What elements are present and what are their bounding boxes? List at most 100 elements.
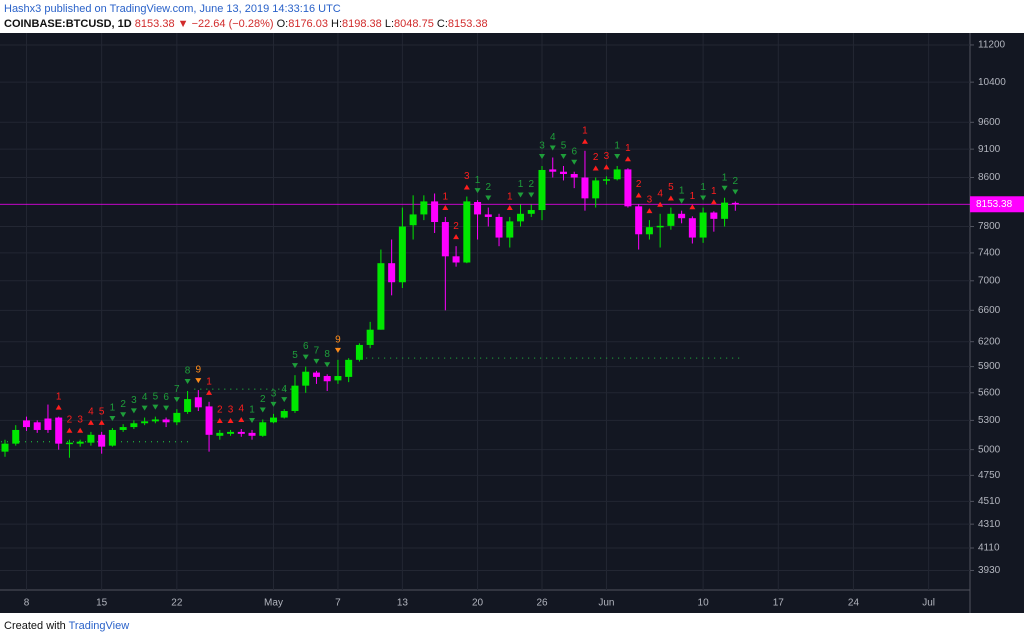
x-tick-label: 15 [96, 598, 108, 609]
y-tick-label: 4750 [978, 470, 1001, 481]
candle-body [517, 213, 525, 222]
candle-body [398, 226, 406, 283]
setup-count: 3 [539, 141, 545, 152]
symbol: COINBASE:BTCUSD, 1D [4, 18, 132, 30]
y-tick-label: 4310 [978, 519, 1001, 530]
setup-count: 3 [647, 195, 653, 206]
y-tick-label: 11200 [978, 40, 1006, 51]
candle-body [602, 179, 610, 181]
l: 8048.75 [394, 18, 434, 30]
setup-count: 2 [486, 182, 492, 193]
setup-count: 2 [453, 221, 459, 232]
y-tick-label: 7400 [978, 248, 1001, 259]
footer-brand: TradingView [68, 620, 130, 632]
y-tick-label: 5900 [978, 361, 1001, 372]
setup-arrow [689, 204, 696, 210]
background [0, 33, 1024, 613]
candle-body [227, 431, 235, 434]
candle-body [581, 177, 589, 199]
setup-arrow [485, 195, 492, 201]
y-tick-label: 3930 [978, 565, 1001, 576]
setup-arrow [614, 153, 621, 159]
candle-body [721, 202, 729, 219]
setup-arrow [667, 195, 674, 201]
setup-count: 1 [625, 143, 631, 154]
change: ▼ −22.64 (−0.28%) [177, 18, 274, 30]
setup-arrow [55, 404, 62, 410]
setup-count: 3 [464, 171, 470, 182]
setup-arrow [130, 408, 137, 414]
x-tick-label: 8 [24, 598, 30, 609]
setup-arrow [721, 185, 728, 191]
setup-count: 7 [174, 384, 180, 395]
candle-body [506, 221, 514, 238]
setup-count: 1 [722, 172, 728, 183]
x-tick-label: Jun [598, 598, 614, 609]
setup-arrow [442, 204, 449, 210]
setup-arrow [710, 199, 717, 205]
setup-arrow [227, 417, 234, 423]
setup-count: 6 [303, 341, 309, 352]
x-tick-label: 20 [472, 598, 484, 609]
setup-arrow [173, 397, 180, 403]
y-tick-label: 4110 [978, 543, 1000, 554]
candle-body [345, 359, 353, 377]
candle-body [151, 419, 159, 422]
setup-arrow [560, 153, 567, 159]
setup-count: 5 [668, 182, 674, 193]
candle-body [65, 442, 73, 445]
candle-body [216, 432, 224, 436]
candle-body [162, 419, 170, 423]
setup-count: 5 [292, 350, 298, 361]
setup-count: 2 [260, 394, 266, 405]
h: 8198.38 [342, 18, 382, 30]
setup-arrow [539, 153, 545, 159]
setup-count: 2 [593, 152, 599, 163]
candle-body [592, 180, 600, 199]
setup-count: 2 [67, 414, 73, 425]
y-tick-label: 8600 [978, 172, 1001, 183]
setup-arrow [249, 417, 256, 423]
setup-arrow [324, 362, 331, 368]
x-tick-label: 10 [698, 598, 710, 609]
candle-body [248, 432, 256, 436]
setup-arrow [528, 192, 535, 198]
candle-body [312, 372, 320, 377]
publisher: Hashx3 published on TradingView.com, Jun… [4, 3, 341, 15]
y-tick-label: 5600 [978, 387, 1001, 398]
setup-count: 5 [99, 407, 105, 418]
setup-count: 1 [443, 192, 449, 203]
candle-body [44, 418, 52, 430]
setup-arrow [474, 188, 481, 194]
setup-arrow [624, 156, 631, 162]
candle-body [22, 420, 30, 428]
y-tick-label: 7800 [978, 221, 1001, 232]
candle-body [549, 169, 557, 172]
candle-body [431, 201, 439, 223]
setup-arrow [291, 363, 298, 369]
setup-arrow [152, 404, 159, 410]
y-tick-label: 9100 [978, 144, 1001, 155]
setup-count: 6 [163, 392, 169, 403]
candle-body [355, 344, 363, 360]
candle-body [463, 201, 471, 263]
setup-count: 1 [206, 376, 212, 387]
candle-body [130, 423, 138, 428]
candle-body [1, 443, 9, 452]
candle-body [205, 406, 213, 435]
setup-count: 2 [120, 399, 126, 410]
setup-arrow [302, 354, 309, 360]
setup-arrow [581, 138, 588, 144]
candle-body [731, 202, 739, 205]
c-label: C: [436, 18, 448, 30]
setup-arrow [109, 416, 116, 422]
last: 8153.38 [134, 18, 175, 30]
setup-arrow [238, 416, 245, 422]
candle-body [33, 422, 41, 430]
setup-arrow [87, 419, 94, 425]
candle-body [613, 169, 621, 180]
setup-count: 8 [185, 366, 191, 377]
setup-arrow [120, 412, 127, 418]
x-tick-label: 13 [397, 598, 409, 609]
